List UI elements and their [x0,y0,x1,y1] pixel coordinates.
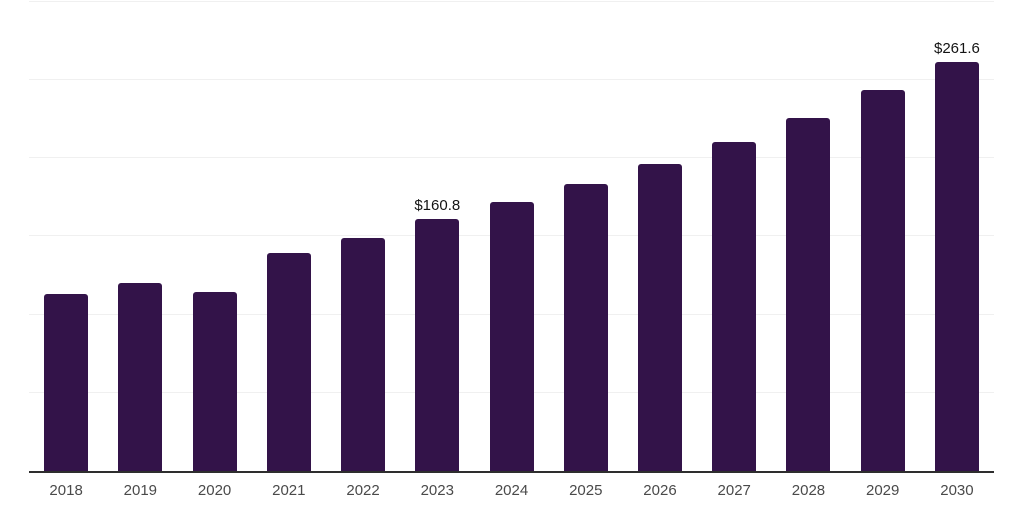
x-tick-label-2022: 2022 [346,482,380,499]
x-tick-label-2020: 2020 [197,482,232,499]
bar-column-2020 [177,0,251,471]
bar-2021 [266,253,311,471]
bar-column-2019 [103,0,177,471]
gridline-200 [29,157,994,158]
bar-column-2025 [549,0,623,471]
gridline-250 [29,78,994,80]
bar-2022 [341,237,386,471]
bar-column-2022 [326,0,400,471]
bar-2024 [489,202,534,471]
bar-column-2030: $261.6 [920,0,994,471]
bar-column-2027 [697,0,771,471]
bar-2030 [934,61,979,471]
x-tick-label-2024: 2024 [494,482,529,499]
gridline-300 [29,0,994,2]
bar-2029 [860,90,905,471]
data-label-2030: $261.6 [933,39,980,57]
bar-column-2028 [771,0,845,471]
bar-column-2029 [846,0,920,471]
bar-2028 [786,118,831,471]
bar-2025 [563,183,608,471]
bar-2023 [415,219,460,471]
x-tick-label-2018: 2018 [49,482,83,499]
bar-column-2023: $160.8 [400,0,474,471]
x-tick-label-2027: 2027 [717,482,751,499]
x-tick-label-2029: 2029 [866,482,900,499]
x-tick-label-2019: 2019 [123,482,158,499]
bar-2019 [118,282,163,471]
bar-column-2021 [252,0,326,471]
x-tick-label-2026: 2026 [643,482,677,499]
bar-2027 [712,141,757,471]
x-tick-label-2028: 2028 [791,482,826,499]
data-label-2023: $160.8 [414,197,461,215]
bar-2026 [637,163,682,471]
x-axis-labels: 2018 2019 2020 2021 2022 2023 2024 2025 2026 2027… [29,481,994,501]
x-tick-label-2025: 2025 [569,482,603,499]
plot-area: $160.8 $261.6 [29,0,994,473]
x-tick-label-2021: 2021 [272,482,306,499]
x-tick-label-2023: 2023 [420,482,454,499]
bar-2020 [192,291,237,471]
bar-column-2026 [623,0,697,471]
bar-column-2018 [29,0,103,471]
bar-column-2024 [474,0,548,471]
bar-2018 [44,294,89,471]
x-tick-label-2030: 2030 [940,482,974,499]
bars: $160.8 $261.6 [29,0,994,471]
